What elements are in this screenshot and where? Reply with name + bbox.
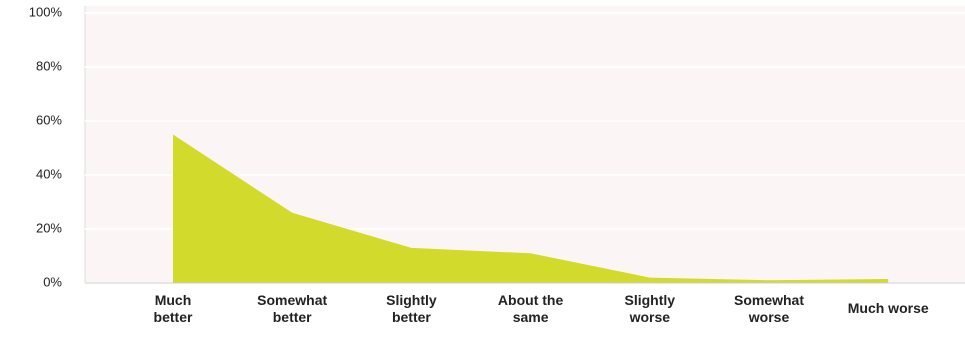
x-tick-label: Somewhat better: [257, 292, 328, 325]
x-tick-label: Slightly worse: [624, 292, 676, 325]
y-tick-label: 0%: [43, 274, 62, 289]
y-tick-label: 100%: [29, 4, 63, 19]
x-tick-label: Much better: [153, 292, 193, 325]
x-tick-label: Slightly better: [386, 292, 437, 325]
y-tick-label: 40%: [36, 166, 62, 181]
x-tick-label: Much worse: [847, 300, 929, 316]
area: [173, 134, 889, 283]
x-tick-label: About the same: [497, 292, 564, 325]
y-tick-label: 80%: [36, 58, 62, 73]
y-tick-label: 60%: [36, 112, 62, 127]
x-tick-label: Somewhat worse: [733, 292, 804, 325]
y-tick-label: 20%: [36, 220, 62, 235]
